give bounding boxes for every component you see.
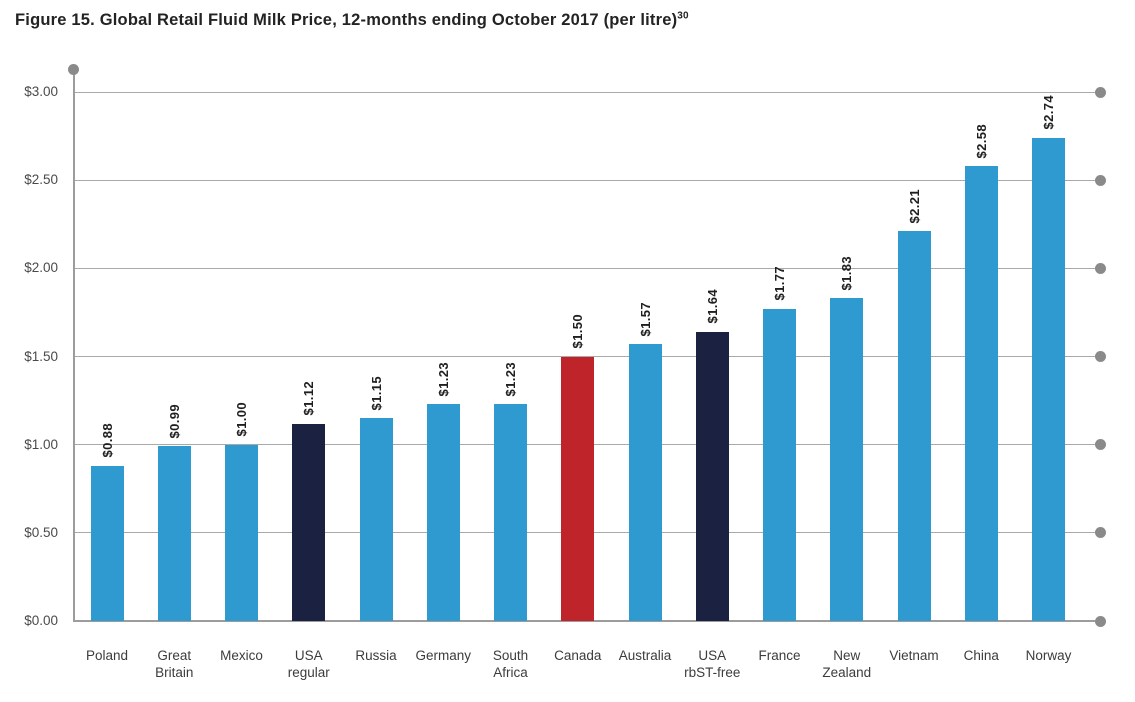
x-axis-label: Russia	[355, 648, 397, 663]
bar-value-label: $1.12	[301, 380, 317, 416]
gridline-end-dot	[1094, 439, 1106, 451]
bar-mexico	[225, 444, 258, 621]
gridline-end-dot	[1094, 615, 1106, 627]
x-axis-label: Great Britain	[155, 648, 194, 680]
bar-value-label: $1.23	[503, 361, 518, 397]
bar-russia	[359, 418, 393, 621]
figure-title-text: Figure 15. Global Retail Fluid Milk Pric…	[15, 11, 678, 29]
gridline-end-dot	[1094, 527, 1106, 539]
bar-new-zealand	[830, 298, 864, 621]
gridline	[73, 267, 1095, 269]
x-axis-label: China	[963, 648, 999, 663]
bar-value-label: $2.58	[973, 123, 989, 159]
y-tick-label: $3.00	[24, 84, 58, 99]
x-axis-label: Australia	[618, 648, 672, 663]
bar-poland	[90, 465, 124, 621]
x-axis-label: France	[758, 648, 801, 663]
y-tick-label: $0.00	[24, 613, 58, 628]
bar-value-label: $0.99	[166, 403, 182, 439]
bar-value-label: $1.00	[234, 402, 249, 437]
gridline-end-dot	[1094, 262, 1106, 274]
x-axis-label: Germany	[415, 648, 472, 663]
y-tick-label: $2.00	[24, 260, 58, 276]
bar-australia	[628, 344, 662, 621]
gridline-end-dot	[1094, 174, 1106, 186]
bar-south-africa	[494, 404, 527, 621]
x-axis-label: Poland	[85, 648, 129, 663]
figure-title: Figure 15. Global Retail Fluid Milk Pric…	[15, 11, 689, 30]
x-axis-label: Mexico	[220, 648, 263, 663]
x-axis-label: New Zealand	[822, 648, 872, 680]
y-tick-label: $0.50	[24, 524, 58, 540]
y-tick-label: $2.50	[24, 172, 58, 188]
gridline-end-dot	[1094, 86, 1106, 98]
gridline-end-dot	[1094, 351, 1106, 362]
bar-value-label: $2.74	[1041, 95, 1056, 130]
figure-title-superscript: 30	[677, 10, 689, 22]
x-axis-label: Vietnam	[889, 648, 939, 663]
bar-great-britain	[157, 446, 191, 621]
y-tick-label: $1.50	[24, 348, 58, 364]
bar-value-label: $1.15	[368, 375, 384, 411]
bar-value-label: $1.57	[637, 301, 653, 337]
bar-value-label: $1.83	[839, 255, 855, 291]
y-tick-label: $1.00	[24, 436, 58, 452]
bar-germany	[426, 404, 460, 621]
x-axis-line	[73, 620, 1095, 622]
bar-value-label: $2.21	[906, 188, 922, 224]
x-axis-label: USA regular	[287, 648, 330, 680]
bar-china	[964, 166, 998, 621]
bar-usa-rbst-free	[695, 331, 729, 621]
x-axis-label: Canada	[554, 648, 602, 663]
x-axis-label: South Africa	[492, 648, 529, 680]
y-axis-line	[73, 69, 75, 621]
bar-norway	[1032, 137, 1065, 621]
gridline	[73, 91, 1095, 93]
bar-value-label: $0.88	[99, 423, 115, 458]
bar-vietnam	[897, 231, 931, 621]
bar-value-label: $1.50	[570, 313, 586, 349]
bar-value-label: $1.77	[772, 266, 787, 301]
bar-value-label: $1.64	[704, 289, 720, 324]
x-axis-label: USA rbST-free	[684, 648, 741, 680]
x-axis-label: Norway	[1025, 648, 1072, 663]
bar-value-label: $1.23	[435, 361, 451, 397]
bar-france	[763, 308, 796, 621]
bar-usa-regular	[292, 423, 326, 621]
gridline	[73, 179, 1095, 181]
y-axis-top-dot	[67, 63, 79, 75]
bar-canada	[561, 356, 595, 621]
